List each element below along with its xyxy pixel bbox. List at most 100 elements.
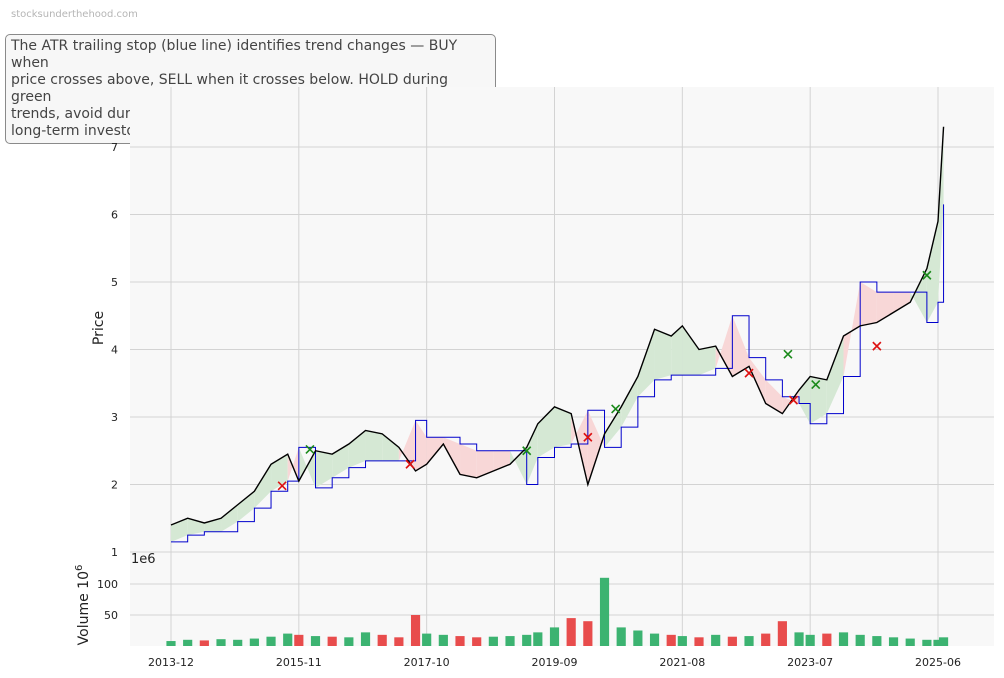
uptrend-fill	[926, 221, 938, 323]
uptrend-fill	[654, 329, 672, 380]
sell-signal-marker	[277, 481, 287, 491]
sell-signal-marker-stroke	[583, 432, 593, 442]
volume-bar	[805, 634, 815, 646]
uptrend-fill	[621, 376, 638, 428]
buy-signal-marker-stroke	[522, 446, 532, 456]
price-tick-label: 6	[111, 209, 118, 222]
volume-bar	[583, 621, 593, 646]
buy-signal-marker	[811, 380, 821, 390]
sell-signal-marker-stroke	[277, 481, 287, 491]
volume-bar	[744, 636, 754, 646]
uptrend-fill	[537, 406, 555, 458]
uptrend-fill	[315, 450, 333, 488]
price-tick-label: 1	[111, 546, 118, 559]
volume-bar	[249, 638, 259, 646]
downtrend-fill	[843, 282, 861, 377]
uptrend-fill	[382, 433, 399, 461]
volume-bar	[327, 636, 337, 646]
uptrend-fill	[938, 126, 944, 303]
price-tick-label: 7	[111, 141, 118, 154]
date-tick-label: 2013-12	[148, 656, 194, 669]
downtrend-fill	[398, 420, 416, 471]
downtrend-fill	[749, 357, 766, 404]
volume-bar	[677, 636, 687, 646]
uptrend-fill	[826, 336, 844, 414]
volume-bar	[922, 639, 932, 646]
volume-bar	[761, 633, 771, 646]
volume-bar	[472, 637, 482, 646]
volume-bar	[505, 636, 515, 646]
volume-bar	[616, 627, 626, 646]
volume-bar	[266, 636, 276, 646]
uptrend-fill	[526, 423, 538, 485]
price-line	[170, 126, 945, 526]
downtrend-fill	[715, 315, 733, 377]
downtrend-fill	[415, 420, 427, 471]
sell-signal-marker	[583, 432, 593, 442]
volume-bar	[377, 634, 387, 646]
uptrend-fill	[910, 268, 927, 323]
volume-bar	[438, 634, 448, 646]
uptrend-fill	[271, 454, 288, 492]
downtrend-fill	[443, 437, 461, 475]
downtrend-fill	[893, 292, 911, 313]
buy-signal-marker	[922, 270, 932, 280]
date-tick-label: 2015-11	[276, 656, 322, 669]
buy-signal-marker-stroke	[611, 404, 621, 414]
buy-signal-marker	[522, 446, 532, 456]
buy-signal-marker	[611, 404, 621, 414]
price-tick-label: 3	[111, 411, 118, 424]
uptrend-fill	[510, 447, 527, 485]
uptrend-fill	[810, 376, 827, 424]
date-tick-label: 2019-09	[532, 656, 578, 669]
buy-signal-marker	[305, 444, 315, 454]
volume-bar	[294, 634, 304, 646]
volume-bar	[777, 621, 787, 646]
volume-bar	[794, 632, 804, 646]
buy-signal-marker-stroke	[811, 380, 821, 390]
atr-trailing-stop-line	[171, 204, 945, 543]
volume-bar	[283, 633, 293, 646]
volume-bar	[938, 637, 949, 646]
uptrend-fill	[332, 444, 349, 478]
volume-panel-background	[130, 566, 994, 646]
sell-signal-marker	[788, 395, 799, 405]
price-axis-label: Price	[91, 311, 107, 345]
volume-axis-label-exponent: 6	[74, 565, 85, 571]
volume-bar	[649, 633, 660, 646]
volume-bar	[566, 618, 576, 646]
uptrend-fill	[671, 325, 683, 376]
volume-bar	[183, 639, 193, 646]
sell-signal-marker-stroke	[744, 368, 754, 378]
downtrend-fill	[460, 444, 477, 478]
volume-bar	[822, 633, 832, 646]
volume-axis-label: Volume 106	[74, 565, 92, 646]
volume-bar	[310, 636, 321, 646]
uptrend-fill	[554, 406, 572, 448]
volume-bar	[549, 627, 560, 646]
uptrend-fill	[254, 464, 272, 509]
uptrend-fill	[365, 430, 383, 461]
volume-tick-label: 50	[104, 609, 118, 622]
sell-signal-marker-stroke	[405, 459, 415, 469]
volume-bar	[711, 634, 721, 646]
downtrend-fill	[876, 292, 894, 323]
volume-bar	[599, 577, 610, 646]
volume-bar	[633, 630, 643, 646]
uptrend-fill	[348, 430, 366, 468]
uptrend-fill	[237, 491, 255, 522]
volume-bar	[727, 636, 737, 646]
price-tick-label: 4	[111, 344, 118, 357]
volume-bar	[199, 640, 209, 646]
volume-bar	[905, 638, 915, 646]
volume-axis-label-text: Volume 10	[76, 571, 92, 645]
uptrend-fill	[221, 504, 238, 532]
downtrend-fill	[476, 450, 494, 478]
date-tick-label: 2025-06	[915, 656, 961, 669]
sell-signal-marker	[405, 459, 415, 469]
volume-bar	[666, 634, 676, 646]
uptrend-fill	[637, 329, 655, 397]
downtrend-fill	[765, 379, 783, 414]
uptrend-fill	[699, 346, 716, 376]
uptrend-fill	[604, 406, 622, 448]
